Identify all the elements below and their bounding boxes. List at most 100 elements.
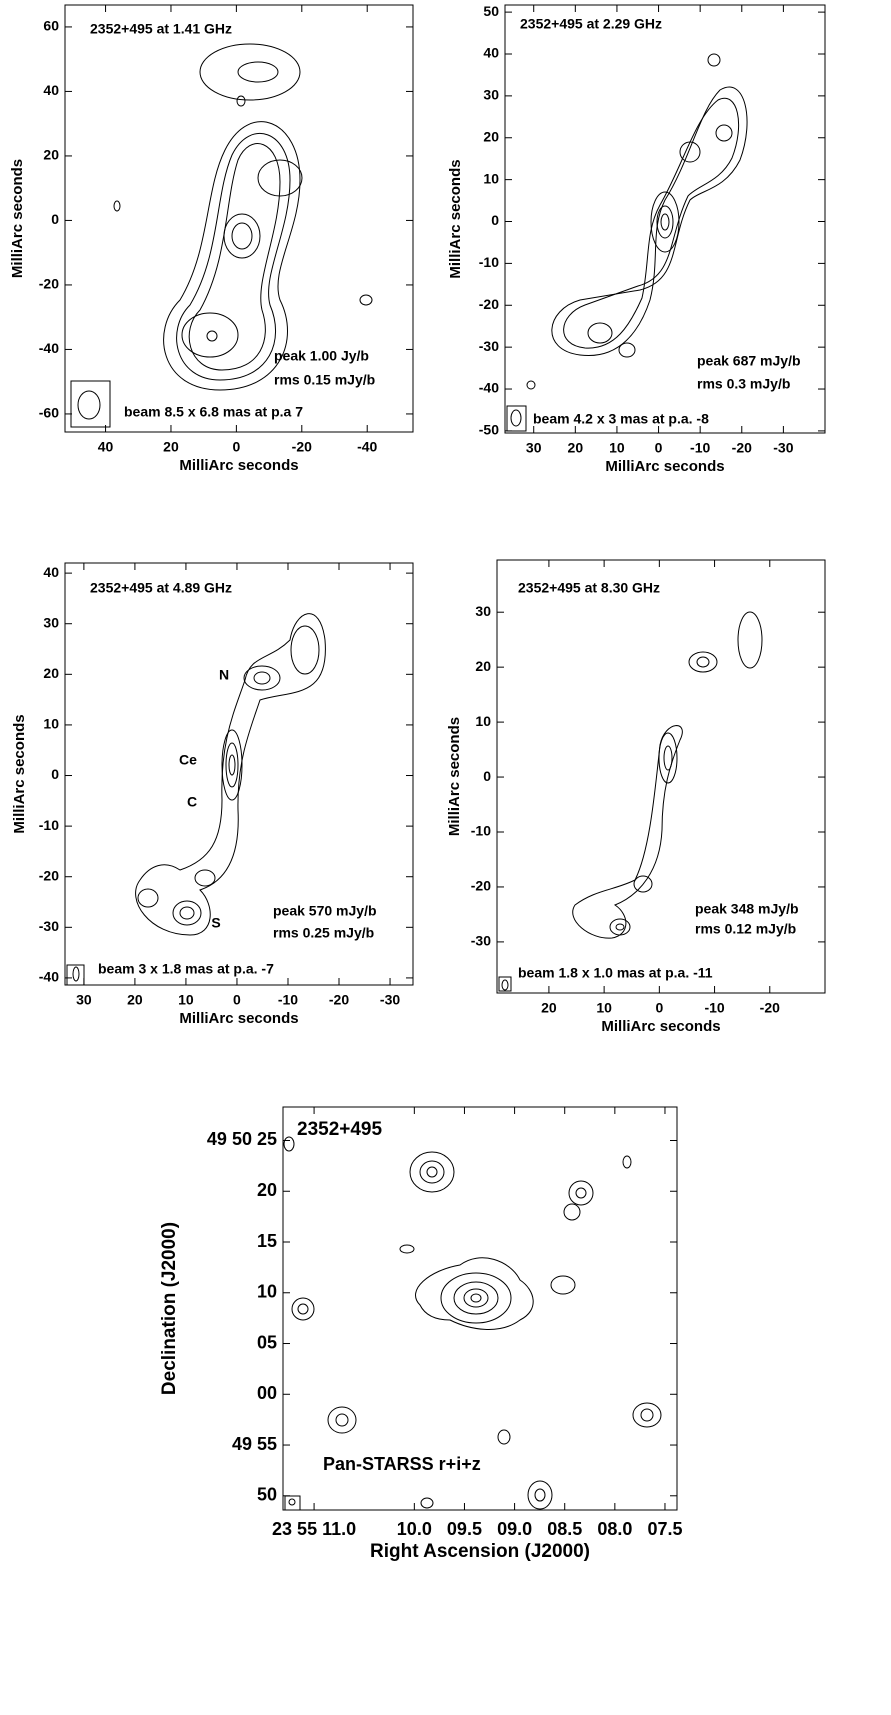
annotation: rms 0.25 mJy/b: [273, 925, 374, 941]
y-tick-label: 20: [43, 147, 59, 163]
component-label: S: [211, 915, 220, 931]
y-axis-label: Declination (J2000): [159, 1222, 180, 1395]
y-tick-label: 30: [483, 87, 499, 103]
x-tick-label: 08.0: [597, 1519, 632, 1539]
annotation: peak 1.00 Jy/b: [274, 348, 369, 364]
annotation: beam 4.2 x 3 mas at p.a. -8: [533, 411, 709, 427]
annotation: beam 3 x 1.8 mas at p.a. -7: [98, 961, 274, 977]
y-tick-label: 0: [491, 212, 499, 228]
component-label: C: [187, 794, 197, 810]
x-tick-label: 0: [655, 440, 663, 456]
x-tick-label: -10: [690, 440, 710, 456]
y-tick-label: 0: [483, 768, 491, 784]
annotation: peak 570 mJy/b: [273, 903, 377, 919]
x-tick-label: 30: [76, 992, 92, 1008]
y-tick-label: -20: [479, 296, 499, 312]
y-tick-label: -10: [39, 817, 59, 833]
chart-title: 2352+495 at 4.89 GHz: [90, 580, 232, 596]
chart-title: 2352+495 at 8.30 GHz: [518, 580, 660, 596]
annotation: peak 348 mJy/b: [695, 901, 799, 917]
x-axis-label: MilliArc seconds: [605, 458, 724, 475]
y-tick-label: -20: [39, 867, 59, 883]
annotation: Pan-STARSS r+i+z: [323, 1454, 481, 1474]
annotation: beam 1.8 x 1.0 mas at p.a. -11: [518, 965, 713, 981]
y-tick-label: 10: [475, 713, 491, 729]
x-tick-label: 09.5: [447, 1519, 482, 1539]
y-tick-label: -10: [471, 823, 491, 839]
y-tick-label: -40: [479, 380, 499, 396]
y-tick-label: -30: [39, 918, 59, 934]
page: {"chart_data": [ {"type": "contour", "ti…: [0, 0, 891, 1715]
y-tick-label: 49 50 25: [207, 1129, 277, 1149]
y-axis-label: MilliArc seconds: [11, 714, 28, 833]
x-tick-label: 10.0: [397, 1519, 432, 1539]
x-tick-label: 23 55 11.0: [272, 1519, 356, 1539]
y-axis-label: MilliArc seconds: [9, 159, 26, 278]
y-axis-label: MilliArc seconds: [446, 717, 463, 836]
annotation: beam 8.5 x 6.8 mas at p.a 7: [124, 404, 303, 420]
beam-box: [71, 381, 110, 427]
x-tick-label: -20: [760, 1000, 780, 1016]
annotation: rms 0.12 mJy/b: [695, 921, 796, 937]
x-tick-label: -20: [329, 992, 349, 1008]
x-tick-label: -10: [278, 992, 298, 1008]
y-tick-label: 10: [483, 170, 499, 186]
y-tick-label: 20: [257, 1180, 277, 1200]
y-tick-label: 60: [43, 18, 59, 34]
y-tick-label: -60: [39, 405, 59, 421]
x-tick-label: 0: [655, 1000, 663, 1016]
y-tick-label: -30: [471, 933, 491, 949]
x-tick-label: -20: [292, 439, 312, 455]
y-tick-label: 20: [43, 665, 59, 681]
y-tick-label: 49 55: [232, 1434, 277, 1454]
y-tick-label: 40: [43, 564, 59, 580]
x-tick-label: 10: [609, 440, 625, 456]
x-axis-label: MilliArc seconds: [601, 1018, 720, 1035]
x-tick-label: 20: [127, 992, 143, 1008]
y-tick-label: 0: [51, 211, 59, 227]
chart-title: 2352+495 at 1.41 GHz: [90, 21, 232, 37]
y-tick-label: 20: [483, 128, 499, 144]
x-tick-label: 0: [233, 992, 241, 1008]
y-tick-label: -40: [39, 340, 59, 356]
y-tick-label: -20: [39, 276, 59, 292]
y-tick-label: -20: [471, 878, 491, 894]
x-tick-label: 20: [163, 439, 179, 455]
y-tick-label: -50: [479, 422, 499, 438]
y-tick-label: 15: [257, 1231, 277, 1251]
y-tick-label: -40: [39, 969, 59, 985]
plot-frame: [65, 563, 413, 985]
figure: 60 40 20 0 -20 -40 -60 40 20 0 -20 -40 2352+495 at 1…: [0, 0, 891, 1715]
x-tick-label: -20: [732, 440, 752, 456]
x-tick-label: 10: [596, 1000, 612, 1016]
x-tick-label: 10: [178, 992, 194, 1008]
x-tick-label: -10: [704, 1000, 724, 1016]
contours-2: [511, 54, 747, 426]
y-tick-label: 50: [483, 3, 499, 19]
x-tick-label: 20: [568, 440, 584, 456]
x-axis-label: MilliArc seconds: [179, 457, 298, 474]
component-label: Ce: [179, 752, 197, 768]
y-tick-label: 50: [257, 1485, 277, 1505]
x-tick-label: 09.0: [497, 1519, 532, 1539]
x-axis-label: Right Ascension (J2000): [370, 1541, 590, 1562]
x-tick-label: 08.5: [547, 1519, 582, 1539]
y-tick-label: -10: [479, 254, 499, 270]
x-tick-label: 0: [232, 439, 240, 455]
y-tick-label: 0: [51, 766, 59, 782]
x-tick-label: 30: [526, 440, 542, 456]
annotation: rms 0.3 mJy/b: [697, 376, 790, 392]
y-tick-label: 40: [43, 82, 59, 98]
annotation: peak 687 mJy/b: [697, 353, 801, 369]
x-tick-label: 20: [541, 1000, 557, 1016]
y-tick-label: 30: [43, 614, 59, 630]
x-tick-label: -40: [357, 439, 377, 455]
y-tick-label: 20: [475, 658, 491, 674]
x-tick-label: -30: [380, 992, 400, 1008]
plot-frame: [505, 5, 825, 433]
y-tick-label: 00: [257, 1383, 277, 1403]
chart-title: 2352+495 at 2.29 GHz: [520, 16, 662, 32]
beam-box: [285, 1496, 300, 1510]
y-axis-label: MilliArc seconds: [447, 159, 464, 278]
y-tick-label: 10: [257, 1282, 277, 1302]
